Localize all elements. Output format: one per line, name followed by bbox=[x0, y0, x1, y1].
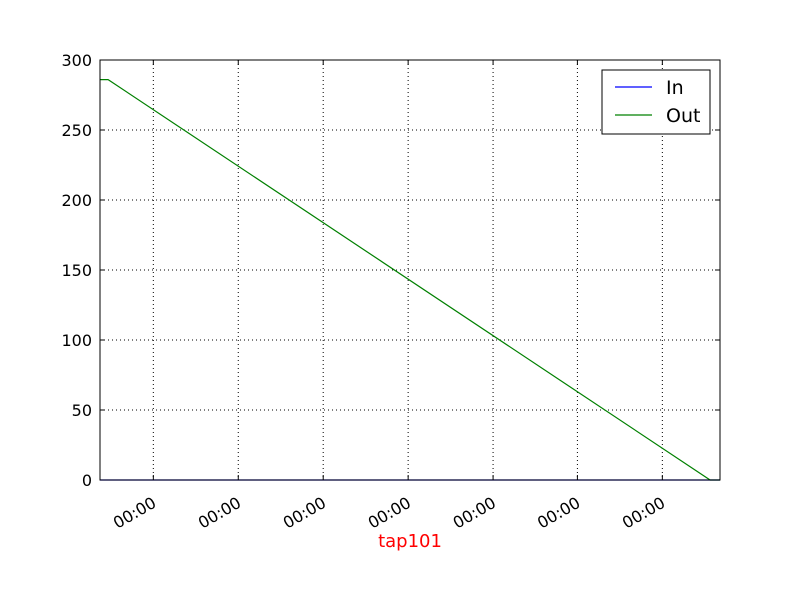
legend-box bbox=[601, 69, 711, 135]
x-tick-label: 00:00 bbox=[450, 493, 499, 533]
legend-label-in: In bbox=[666, 77, 684, 99]
x-tick-label: 00:00 bbox=[365, 493, 414, 533]
x-tick-label: 00:00 bbox=[280, 493, 329, 533]
x-tick-label: 00:00 bbox=[619, 493, 668, 533]
x-axis-label: tap101 bbox=[378, 531, 442, 552]
y-tick-label: 0 bbox=[82, 471, 92, 490]
x-tick-label: 00:00 bbox=[195, 493, 244, 533]
y-tick-label: 150 bbox=[61, 261, 92, 280]
y-tick-label: 100 bbox=[61, 331, 92, 350]
legend: In Out bbox=[601, 69, 711, 135]
y-tick-label: 300 bbox=[61, 51, 92, 70]
axis-ticks bbox=[100, 59, 720, 481]
y-tick-label: 50 bbox=[72, 401, 92, 420]
y-tick-label: 250 bbox=[61, 121, 92, 140]
legend-label-out: Out bbox=[666, 105, 700, 127]
x-tick-label: 00:00 bbox=[110, 493, 159, 533]
series-layer bbox=[100, 78, 720, 481]
y-tick-label: 200 bbox=[61, 191, 92, 210]
series-line-out bbox=[100, 78, 720, 481]
x-tick-label: 00:00 bbox=[534, 493, 583, 533]
